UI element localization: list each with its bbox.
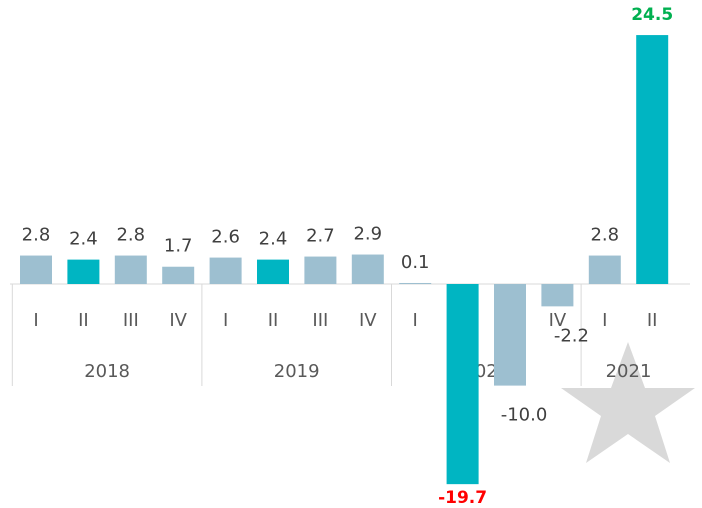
bar [162, 266, 195, 284]
value-label: 2.6 [211, 227, 240, 248]
bar [588, 255, 621, 284]
x-tick-label: I [413, 310, 418, 331]
x-tick-label: III [123, 310, 139, 331]
bar [446, 284, 479, 485]
x-tick-label: IV [549, 310, 567, 331]
value-label: 2.8 [22, 225, 51, 246]
year-label: 2021 [606, 361, 652, 382]
value-label: 2.4 [259, 229, 288, 250]
bar [541, 284, 574, 307]
x-tick-label: II [268, 310, 279, 331]
value-label: 2.7 [306, 226, 335, 247]
x-tick-label: IV [169, 310, 187, 331]
star-decoration [561, 342, 695, 463]
bar [351, 254, 384, 284]
bar [494, 284, 526, 386]
bar [257, 259, 289, 284]
year-label: 2019 [274, 361, 320, 382]
bar [114, 255, 147, 284]
bar [399, 282, 432, 284]
value-label: 0.1 [401, 252, 430, 273]
value-label: 2.8 [590, 225, 619, 246]
value-label: 1.7 [164, 236, 193, 257]
bar [636, 35, 669, 284]
year-label: 2018 [84, 361, 130, 382]
x-tick-label: I [602, 310, 607, 331]
bar [67, 259, 100, 284]
x-tick-label: IV [359, 310, 377, 331]
bar [304, 256, 337, 284]
bar [209, 257, 242, 284]
x-tick-label: II [78, 310, 89, 331]
value-label: -19.7 [438, 488, 487, 508]
x-tick-label: II [647, 310, 658, 331]
value-label: 2.9 [353, 224, 382, 245]
x-tick-label: III [312, 310, 328, 331]
value-label: 24.5 [631, 5, 673, 25]
value-label: -2.2 [554, 325, 589, 346]
value-label: -10.0 [501, 405, 548, 426]
value-label: 2.8 [116, 225, 145, 246]
x-tick-label: I [223, 310, 228, 331]
x-tick-label: I [33, 310, 38, 331]
bar [20, 255, 52, 284]
value-label: 2.4 [69, 229, 98, 250]
